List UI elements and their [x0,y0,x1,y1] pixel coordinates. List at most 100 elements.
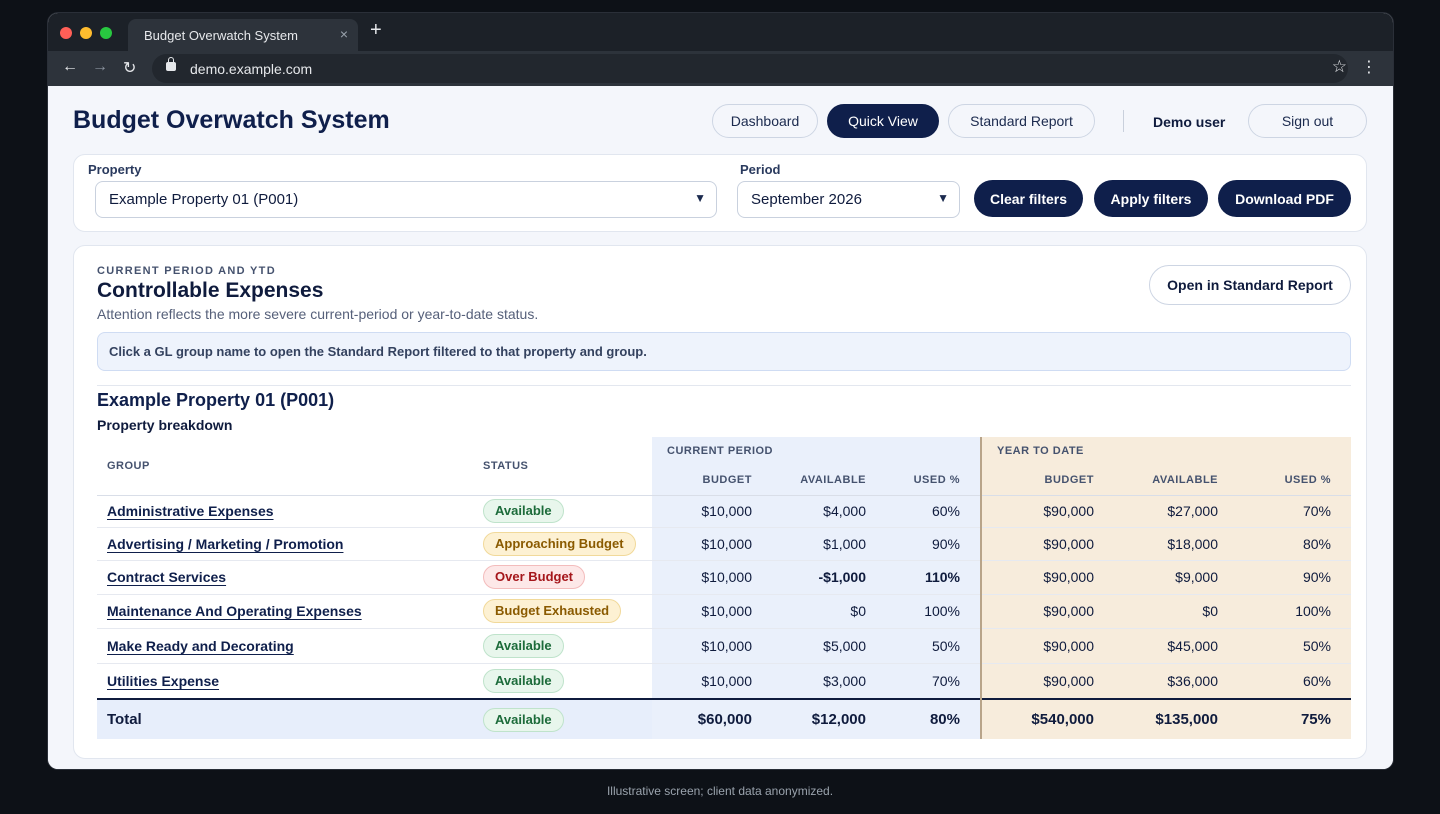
status-badge: Available [483,633,564,658]
property-breakdown-label: Property breakdown [97,417,233,433]
section-divider [97,385,1351,386]
col-ytd-available: AVAILABLE [1114,465,1238,496]
clear-filters-button[interactable]: Clear filters [974,180,1083,217]
group-link[interactable]: Make Ready and Decorating [107,637,294,654]
period-label: Period [740,162,781,177]
cp-budget-cell: $10,000 [652,663,772,700]
cp-available-cell: $5,000 [772,628,886,664]
footnote: Illustrative screen; client data anonymi… [606,784,834,798]
filter-panel: Property Example Property 01 (P001) ▼ Pe… [73,154,1367,232]
total-cp-used: 80% [886,698,981,739]
col-cp-budget: BUDGET [652,465,772,496]
minimize-window-button[interactable] [80,27,92,39]
ytd-available-cell: $36,000 [1114,663,1238,700]
total-ytd-budget: $540,000 [980,698,1114,739]
total-label: Total [97,698,473,739]
ytd-used-cell: 50% [1238,628,1351,664]
cp-used-cell: 110% [886,560,981,595]
cp-available-cell: $4,000 [772,495,886,528]
status-badge: Budget Exhausted [483,599,622,623]
group-cell: Maintenance And Operating Expenses [97,594,473,629]
col-current-period: CURRENT PERIOD [652,437,981,465]
property-label: Property [88,162,142,177]
ytd-used-cell: 60% [1238,663,1351,700]
nav-standard-report[interactable]: Standard Report [948,104,1095,138]
reload-icon[interactable]: ↻ [123,60,137,77]
group-cell: Contract Services [97,560,473,595]
maximize-window-button[interactable] [100,27,112,39]
cp-used-cell: 100% [886,594,981,629]
info-hint: Click a GL group name to open the Standa… [97,332,1351,371]
back-icon[interactable]: ← [62,58,78,75]
status-badge: Available [483,707,564,732]
address-bar: ← → ↻ demo.example.com ☆ ⋮ [48,51,1393,86]
property-select[interactable]: Example Property 01 (P001) ▼ [95,181,717,218]
col-cp-used: USED % [886,465,981,496]
cp-available-cell: $1,000 [772,527,886,561]
ytd-used-cell: 90% [1238,560,1351,595]
property-heading: Example Property 01 (P001) [97,390,335,410]
close-window-button[interactable] [60,27,72,39]
period-select[interactable]: September 2026 ▼ [737,181,960,218]
ytd-used-cell: 80% [1238,527,1351,561]
cp-budget-cell: $10,000 [652,495,772,528]
tab-bar: Budget Overwatch System × + [48,13,1393,51]
section-subtitle: Attention reflects the more severe curre… [97,306,539,322]
table-row: Maintenance And Operating Expenses Budge… [97,594,1351,629]
sign-out-button[interactable]: Sign out [1248,104,1367,138]
ytd-available-cell: $9,000 [1114,560,1238,595]
col-cp-available: AVAILABLE [772,465,886,496]
group-link[interactable]: Administrative Expenses [107,503,274,519]
col-status: STATUS [473,437,652,496]
bookmark-star-icon[interactable]: ☆ [1331,57,1347,76]
ytd-used-cell: 70% [1238,495,1351,528]
ytd-available-cell: $45,000 [1114,628,1238,664]
table-row: Advertising / Marketing / Promotion Appr… [97,527,1351,561]
apply-filters-button[interactable]: Apply filters [1094,180,1208,217]
download-pdf-button[interactable]: Download PDF [1218,180,1351,217]
chevron-down-icon: ▼ [694,191,706,205]
ytd-budget-cell: $90,000 [980,495,1114,528]
cp-available-cell: -$1,000 [772,560,886,595]
tab-close-icon[interactable]: × [339,26,348,42]
status-badge: Available [483,499,564,523]
col-year-to-date: YEAR TO DATE [980,437,1351,465]
total-cp-available: $12,000 [772,698,886,739]
group-link[interactable]: Advertising / Marketing / Promotion [107,535,344,552]
browser-tab[interactable]: Budget Overwatch System × [128,19,358,51]
total-ytd-available: $135,000 [1114,698,1238,739]
nav-dashboard[interactable]: Dashboard [712,104,818,138]
cp-budget-cell: $10,000 [652,527,772,561]
cp-budget-cell: $10,000 [652,628,772,664]
period-select-value: September 2026 [751,191,862,208]
open-standard-report-button[interactable]: Open in Standard Report [1149,265,1351,305]
browser-window: Budget Overwatch System × + ← → ↻ demo.e… [48,13,1393,769]
group-link[interactable]: Maintenance And Operating Expenses [107,603,362,619]
forward-icon[interactable]: → [92,58,108,75]
url-text: demo.example.com [190,60,313,77]
table-row: Utilities Expense Available $10,000 $3,0… [97,663,1351,700]
url-field[interactable]: demo.example.com [152,54,1348,83]
cp-available-cell: $3,000 [772,663,886,700]
tab-title: Budget Overwatch System [144,27,298,43]
ytd-available-cell: $18,000 [1114,527,1238,561]
group-link[interactable]: Utilities Expense [107,672,220,689]
section-eyebrow: CURRENT PERIOD AND YTD [97,265,276,277]
new-tab-icon[interactable]: + [370,19,382,41]
group-link[interactable]: Contract Services [107,569,227,585]
cp-used-cell: 90% [886,527,981,561]
group-cell: Administrative Expenses [97,495,473,528]
lock-icon [166,57,176,71]
cp-used-cell: 50% [886,628,981,664]
col-ytd-used: USED % [1238,465,1351,496]
browser-menu-icon[interactable]: ⋮ [1361,59,1377,76]
nav-quick-view[interactable]: Quick View [827,104,939,138]
group-cell: Advertising / Marketing / Promotion [97,527,473,561]
section-title: Controllable Expenses [97,279,324,302]
group-cell: Utilities Expense [97,663,473,700]
status-badge: Over Budget [483,565,586,589]
ytd-used-cell: 100% [1238,594,1351,629]
window-controls [60,27,112,39]
ytd-available-cell: $0 [1114,594,1238,629]
ytd-budget-cell: $90,000 [980,628,1114,664]
